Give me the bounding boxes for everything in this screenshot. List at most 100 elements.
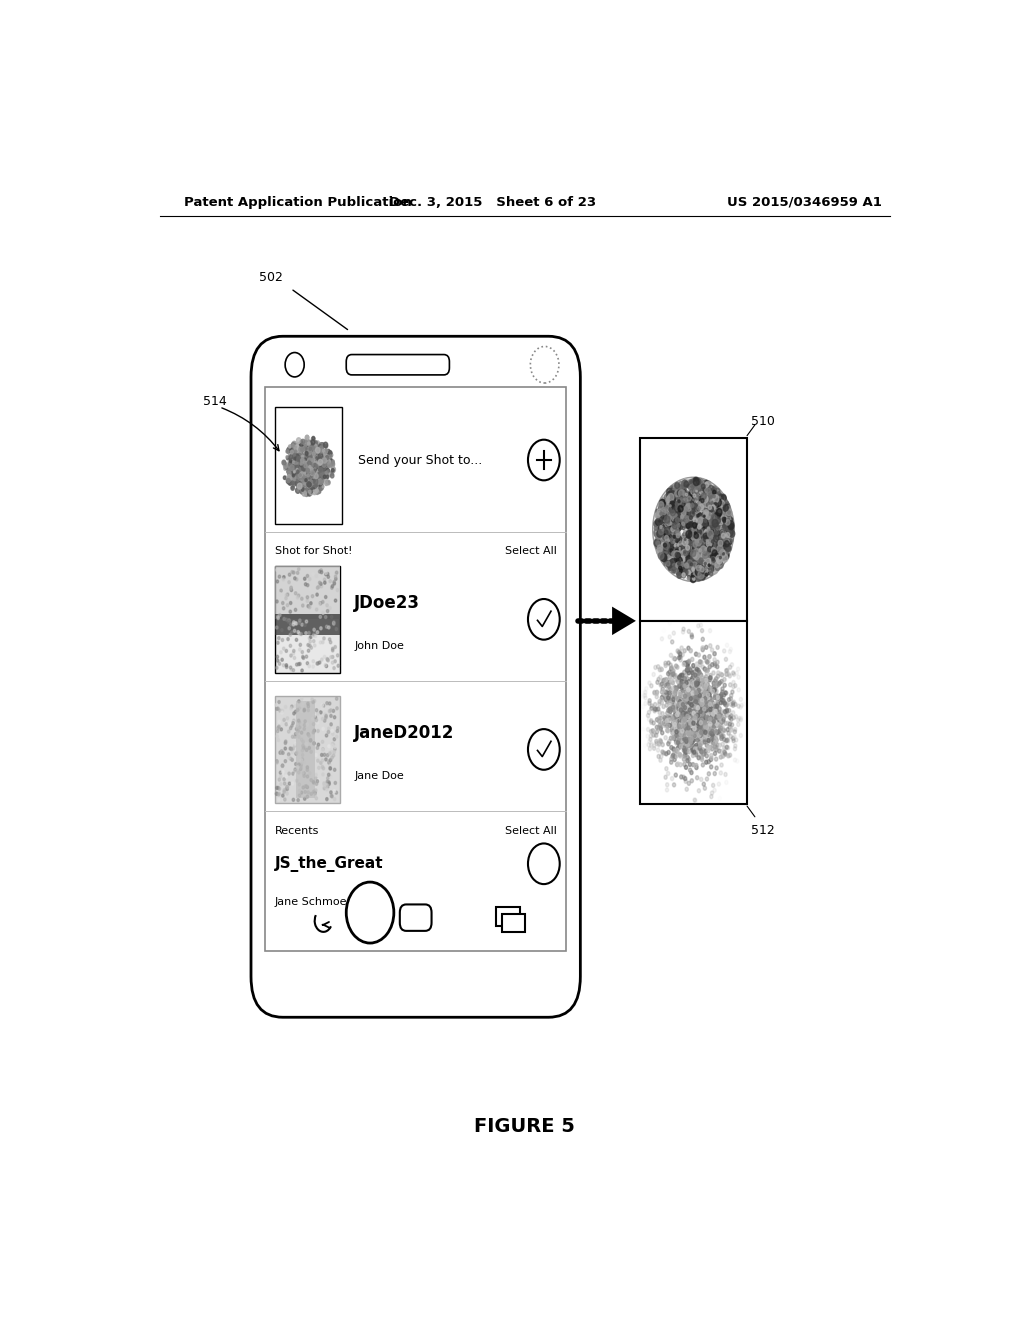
Circle shape <box>714 664 717 668</box>
Circle shape <box>683 560 687 565</box>
Circle shape <box>304 458 307 463</box>
Circle shape <box>701 721 705 725</box>
Circle shape <box>294 622 297 624</box>
Circle shape <box>696 487 699 491</box>
Circle shape <box>717 697 720 701</box>
Circle shape <box>333 622 335 626</box>
Circle shape <box>693 709 696 713</box>
Circle shape <box>714 535 719 543</box>
Circle shape <box>698 708 702 711</box>
Circle shape <box>670 504 671 507</box>
Circle shape <box>686 717 689 721</box>
Circle shape <box>288 471 291 475</box>
Circle shape <box>678 564 679 566</box>
Circle shape <box>672 544 677 549</box>
Circle shape <box>306 599 308 602</box>
Circle shape <box>324 787 326 789</box>
Circle shape <box>305 465 309 469</box>
Circle shape <box>703 552 707 556</box>
Circle shape <box>677 487 679 491</box>
Circle shape <box>677 711 680 715</box>
Circle shape <box>711 733 714 737</box>
Circle shape <box>297 438 301 444</box>
Circle shape <box>713 517 718 525</box>
Circle shape <box>706 532 709 536</box>
Circle shape <box>654 529 658 535</box>
Circle shape <box>646 727 649 731</box>
Circle shape <box>673 717 676 721</box>
Circle shape <box>322 741 324 743</box>
Circle shape <box>692 710 695 714</box>
Circle shape <box>680 681 683 685</box>
Circle shape <box>303 467 306 471</box>
Circle shape <box>700 557 707 565</box>
Circle shape <box>702 783 706 787</box>
Circle shape <box>664 500 666 503</box>
Circle shape <box>698 557 703 564</box>
Circle shape <box>305 447 308 451</box>
Circle shape <box>714 519 716 521</box>
Circle shape <box>306 461 309 466</box>
Circle shape <box>688 562 693 569</box>
Circle shape <box>693 710 696 714</box>
Circle shape <box>691 713 694 717</box>
Circle shape <box>678 549 684 557</box>
Circle shape <box>304 463 307 467</box>
Circle shape <box>684 717 688 721</box>
Circle shape <box>296 461 300 466</box>
Circle shape <box>705 554 708 557</box>
Circle shape <box>723 544 726 549</box>
Circle shape <box>706 725 709 730</box>
Circle shape <box>307 466 309 467</box>
Circle shape <box>682 541 684 544</box>
Circle shape <box>680 775 683 779</box>
Circle shape <box>692 708 695 711</box>
Circle shape <box>701 553 705 556</box>
Circle shape <box>308 578 311 581</box>
Circle shape <box>674 748 677 752</box>
Circle shape <box>696 727 699 731</box>
Circle shape <box>290 473 294 479</box>
Circle shape <box>698 512 701 516</box>
Circle shape <box>313 471 316 475</box>
Circle shape <box>695 560 697 562</box>
Circle shape <box>302 469 306 474</box>
Circle shape <box>698 479 705 487</box>
Circle shape <box>686 721 689 726</box>
Circle shape <box>717 715 720 719</box>
Circle shape <box>688 708 691 711</box>
Circle shape <box>680 682 683 686</box>
Circle shape <box>331 474 334 478</box>
Circle shape <box>686 503 691 511</box>
Circle shape <box>705 491 708 496</box>
Circle shape <box>295 705 297 708</box>
Circle shape <box>307 465 311 470</box>
Circle shape <box>683 492 685 495</box>
Circle shape <box>728 715 731 719</box>
Circle shape <box>703 523 706 527</box>
Circle shape <box>707 715 710 719</box>
Circle shape <box>308 462 310 463</box>
Circle shape <box>691 713 694 717</box>
Circle shape <box>327 576 330 578</box>
Circle shape <box>308 631 310 635</box>
Circle shape <box>719 718 722 722</box>
Circle shape <box>313 480 317 487</box>
Circle shape <box>705 561 707 564</box>
Circle shape <box>313 469 315 473</box>
Circle shape <box>669 688 672 692</box>
Circle shape <box>682 706 685 710</box>
Circle shape <box>666 548 668 550</box>
Circle shape <box>303 797 306 800</box>
Circle shape <box>672 735 675 741</box>
Circle shape <box>670 523 672 525</box>
Circle shape <box>307 451 310 454</box>
Circle shape <box>668 558 671 564</box>
Circle shape <box>317 490 321 494</box>
Circle shape <box>648 739 651 743</box>
Circle shape <box>711 718 714 722</box>
Circle shape <box>660 690 664 694</box>
Circle shape <box>307 463 310 467</box>
Circle shape <box>690 708 694 711</box>
Circle shape <box>660 543 666 548</box>
